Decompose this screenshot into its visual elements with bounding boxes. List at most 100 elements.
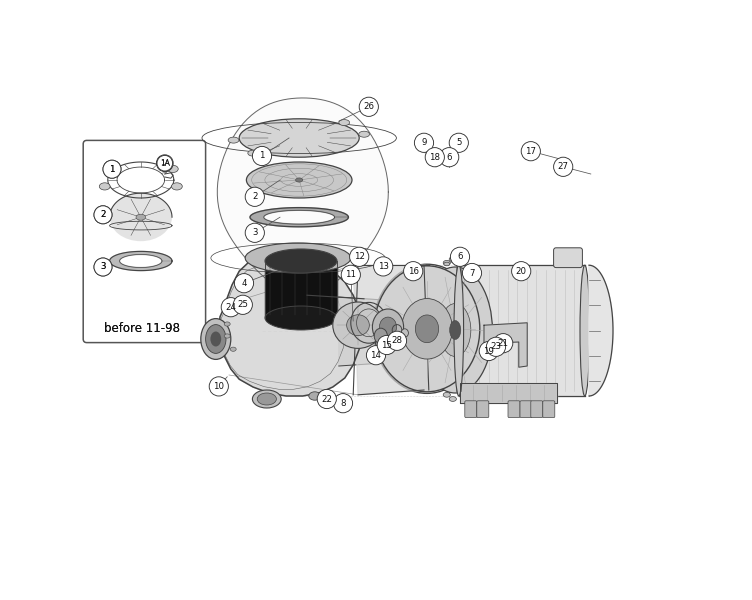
- Text: 27: 27: [558, 162, 569, 172]
- Ellipse shape: [230, 347, 236, 351]
- Polygon shape: [460, 383, 557, 403]
- Text: 25: 25: [238, 300, 248, 310]
- Ellipse shape: [239, 119, 359, 157]
- Circle shape: [449, 133, 468, 152]
- Polygon shape: [110, 251, 172, 271]
- Text: 5: 5: [456, 138, 462, 147]
- Text: 20: 20: [516, 266, 526, 275]
- Circle shape: [553, 157, 573, 176]
- Ellipse shape: [171, 183, 182, 190]
- Ellipse shape: [339, 119, 350, 125]
- Circle shape: [359, 97, 378, 116]
- Text: 18: 18: [429, 152, 441, 161]
- Ellipse shape: [333, 302, 384, 349]
- Ellipse shape: [449, 257, 456, 262]
- Ellipse shape: [443, 392, 450, 397]
- Ellipse shape: [99, 183, 110, 190]
- Ellipse shape: [372, 309, 404, 345]
- Ellipse shape: [253, 390, 281, 408]
- Circle shape: [450, 247, 469, 266]
- Ellipse shape: [103, 166, 114, 173]
- Circle shape: [425, 148, 444, 167]
- Text: 17: 17: [526, 146, 536, 155]
- Ellipse shape: [136, 214, 146, 220]
- Ellipse shape: [380, 317, 396, 337]
- Text: 16: 16: [408, 266, 419, 275]
- Circle shape: [94, 206, 112, 224]
- Ellipse shape: [247, 162, 352, 198]
- Text: 14: 14: [371, 350, 381, 359]
- Circle shape: [366, 346, 386, 365]
- Text: 19: 19: [484, 346, 494, 355]
- Ellipse shape: [309, 392, 321, 400]
- Text: 1: 1: [259, 151, 265, 160]
- Ellipse shape: [449, 397, 456, 401]
- Ellipse shape: [224, 322, 230, 326]
- Ellipse shape: [374, 266, 480, 392]
- Text: 6: 6: [457, 252, 462, 262]
- Ellipse shape: [443, 260, 450, 265]
- Ellipse shape: [228, 311, 234, 316]
- Text: 28: 28: [392, 336, 402, 346]
- Ellipse shape: [580, 265, 590, 396]
- Circle shape: [440, 148, 459, 167]
- Ellipse shape: [245, 243, 350, 273]
- Polygon shape: [589, 265, 613, 396]
- Polygon shape: [353, 265, 429, 395]
- Circle shape: [157, 155, 173, 171]
- Text: 15: 15: [381, 340, 393, 349]
- Text: 13: 13: [378, 262, 389, 271]
- Text: 24: 24: [226, 302, 236, 312]
- Polygon shape: [217, 98, 388, 296]
- Text: 26: 26: [363, 102, 374, 112]
- FancyBboxPatch shape: [543, 401, 555, 418]
- Circle shape: [479, 341, 499, 361]
- Text: 21: 21: [498, 338, 508, 347]
- Ellipse shape: [402, 299, 453, 359]
- Circle shape: [350, 247, 368, 266]
- Circle shape: [521, 142, 541, 161]
- Text: 2: 2: [252, 192, 257, 201]
- FancyBboxPatch shape: [531, 401, 543, 418]
- Text: before 11-98: before 11-98: [104, 322, 180, 335]
- Ellipse shape: [205, 325, 226, 353]
- Text: 12: 12: [353, 252, 365, 262]
- Text: 4: 4: [241, 278, 247, 287]
- Circle shape: [387, 331, 407, 350]
- Polygon shape: [265, 261, 337, 318]
- FancyBboxPatch shape: [508, 401, 520, 418]
- Circle shape: [511, 262, 531, 281]
- Circle shape: [245, 223, 265, 242]
- Ellipse shape: [347, 315, 369, 335]
- Circle shape: [317, 389, 336, 409]
- Text: 1A: 1A: [160, 158, 170, 167]
- Text: 22: 22: [321, 395, 332, 403]
- Circle shape: [245, 187, 265, 206]
- Ellipse shape: [224, 334, 230, 338]
- Circle shape: [341, 265, 360, 284]
- Ellipse shape: [451, 259, 457, 263]
- Circle shape: [103, 160, 121, 178]
- Ellipse shape: [201, 319, 231, 359]
- Circle shape: [94, 258, 112, 276]
- FancyBboxPatch shape: [465, 401, 477, 418]
- FancyBboxPatch shape: [477, 401, 489, 418]
- Circle shape: [414, 133, 434, 152]
- Text: 11: 11: [345, 270, 356, 279]
- Polygon shape: [307, 295, 364, 317]
- Text: 6: 6: [447, 152, 452, 161]
- Ellipse shape: [228, 137, 239, 143]
- Circle shape: [333, 394, 353, 413]
- Polygon shape: [484, 323, 527, 367]
- Circle shape: [374, 257, 393, 276]
- Text: 1: 1: [109, 165, 115, 174]
- Ellipse shape: [440, 304, 471, 356]
- Ellipse shape: [211, 331, 221, 346]
- Ellipse shape: [248, 150, 259, 156]
- Text: 8: 8: [340, 398, 346, 408]
- Ellipse shape: [374, 328, 387, 344]
- Ellipse shape: [296, 178, 303, 182]
- Circle shape: [235, 274, 253, 293]
- Text: 10: 10: [214, 382, 224, 391]
- Ellipse shape: [454, 265, 463, 396]
